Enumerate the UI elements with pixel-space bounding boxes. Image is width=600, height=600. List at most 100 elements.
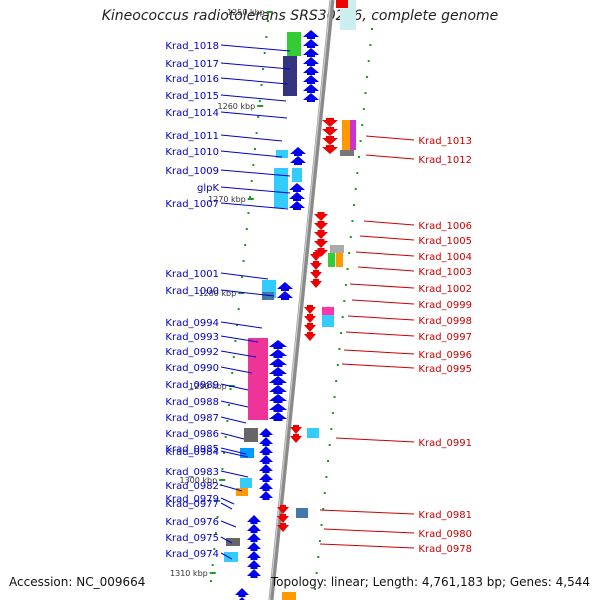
forward-gene-arrow (247, 515, 261, 524)
ruler-tick (247, 198, 254, 200)
rna-block (287, 32, 301, 56)
gene-feature-block (226, 538, 240, 546)
label-connector-left (220, 502, 233, 510)
tick-dot (249, 196, 252, 198)
label-connector-right (335, 437, 415, 443)
forward-gene-arrow (235, 588, 249, 597)
tick-dot (322, 508, 325, 510)
forward-gene-arrow (269, 412, 287, 421)
forward-gene-arrow (290, 147, 306, 156)
label-connector-right (323, 528, 415, 534)
tick-dot (224, 436, 227, 438)
tick-dot (336, 364, 339, 366)
gene-label-left: Krad_0977 (165, 499, 219, 510)
gene-label-left: Krad_0987 (165, 413, 219, 424)
forward-gene-arrow (303, 66, 319, 75)
chromosome-line (268, 0, 335, 600)
tick-dot (236, 324, 239, 326)
label-connector-left (220, 470, 249, 478)
gene-feature-block (248, 338, 268, 420)
forward-gene-arrow (247, 569, 261, 578)
tick-dot (223, 452, 226, 454)
ruler-label: 1270 kbp (208, 195, 246, 204)
gene-label-left: Krad_0992 (165, 347, 219, 358)
tick-dot (266, 20, 269, 22)
gene-label-right: Krad_1006 (418, 221, 472, 232)
forward-gene-arrow (269, 349, 287, 358)
label-connector-right (363, 220, 415, 226)
tick-dot (351, 220, 354, 222)
ruler-tick (257, 105, 264, 107)
gene-label-right: Krad_0995 (418, 364, 472, 375)
tick-dot (210, 580, 213, 582)
gene-label-left: Krad_1014 (165, 108, 219, 119)
label-connector-right (343, 349, 415, 355)
gene-label-right: Krad_0996 (418, 350, 472, 361)
label-connector-right (345, 331, 415, 337)
forward-gene-arrow (303, 57, 319, 66)
forward-gene-arrow (269, 376, 287, 385)
reverse-gene-arrow (314, 221, 328, 230)
gene-feature-block (350, 120, 356, 150)
ruler-tick (238, 292, 245, 294)
tick-dot (348, 252, 351, 254)
gene-label-left: Krad_1001 (165, 269, 219, 280)
gene-label-left: Krad_1007 (165, 199, 219, 210)
gene-feature-block (240, 448, 254, 458)
gene-label-left: Krad_1018 (165, 41, 219, 52)
gene-label-left: Krad_0986 (165, 429, 219, 440)
forward-gene-arrow (277, 291, 293, 300)
tick-dot (357, 156, 360, 158)
tick-dot (366, 76, 369, 78)
gene-feature-block (282, 592, 296, 600)
gene-label-right: Krad_1003 (418, 267, 472, 278)
forward-gene-arrow (259, 437, 273, 446)
tick-dot (320, 524, 323, 526)
gene-feature-block (330, 245, 344, 253)
reverse-gene-arrow (322, 136, 338, 145)
tick-dot (221, 468, 224, 470)
tick-dot (328, 444, 331, 446)
tick-dot (359, 140, 362, 142)
page-title: Kineococcus radiotolerans SRS30216, comp… (101, 8, 499, 24)
gene-label-left: Krad_0975 (165, 533, 219, 544)
label-connector-right (347, 315, 415, 321)
tick-dot (341, 316, 344, 318)
reverse-gene-arrow (322, 145, 338, 154)
reverse-gene-arrow (290, 434, 302, 443)
tick-dot (245, 228, 248, 230)
gene-feature-block (336, 253, 343, 267)
tick-dot (237, 308, 240, 310)
label-connector-left (220, 111, 288, 119)
gene-feature-block (292, 168, 302, 182)
label-connector-left (220, 150, 283, 158)
gene-label-right: Krad_0980 (418, 529, 472, 540)
reverse-gene-arrow (304, 323, 316, 332)
gene-label-left: Krad_0983 (165, 467, 219, 478)
forward-gene-arrow (259, 473, 273, 482)
tick-dot (260, 84, 263, 86)
label-connector-left (220, 44, 291, 52)
forward-gene-arrow (303, 84, 319, 93)
gene-label-left: Krad_1010 (165, 147, 219, 158)
gene-feature-block (236, 488, 248, 496)
gene-label-left: Krad_0988 (165, 397, 219, 408)
label-connector-left (220, 186, 291, 194)
gene-feature-block (244, 428, 258, 442)
label-connector-left (220, 272, 269, 280)
forward-gene-arrow (259, 455, 273, 464)
gene-features (224, 0, 356, 600)
gene-feature-block (276, 150, 288, 158)
gene-label-left: Krad_0994 (165, 318, 219, 329)
reverse-gene-arrow (304, 314, 316, 323)
gene-label-right: Krad_1012 (418, 155, 472, 166)
gene-label-left: Krad_0990 (165, 363, 219, 374)
gene-feature-block (328, 253, 335, 267)
gene-feature-block (296, 508, 308, 518)
forward-gene-arrow (247, 524, 261, 533)
gene-label-left: Krad_0974 (165, 549, 219, 560)
tick-dot (354, 188, 357, 190)
gene-label-left: Krad_0984 (165, 447, 219, 458)
tick-dot (255, 132, 258, 134)
tick-dot (214, 532, 217, 534)
